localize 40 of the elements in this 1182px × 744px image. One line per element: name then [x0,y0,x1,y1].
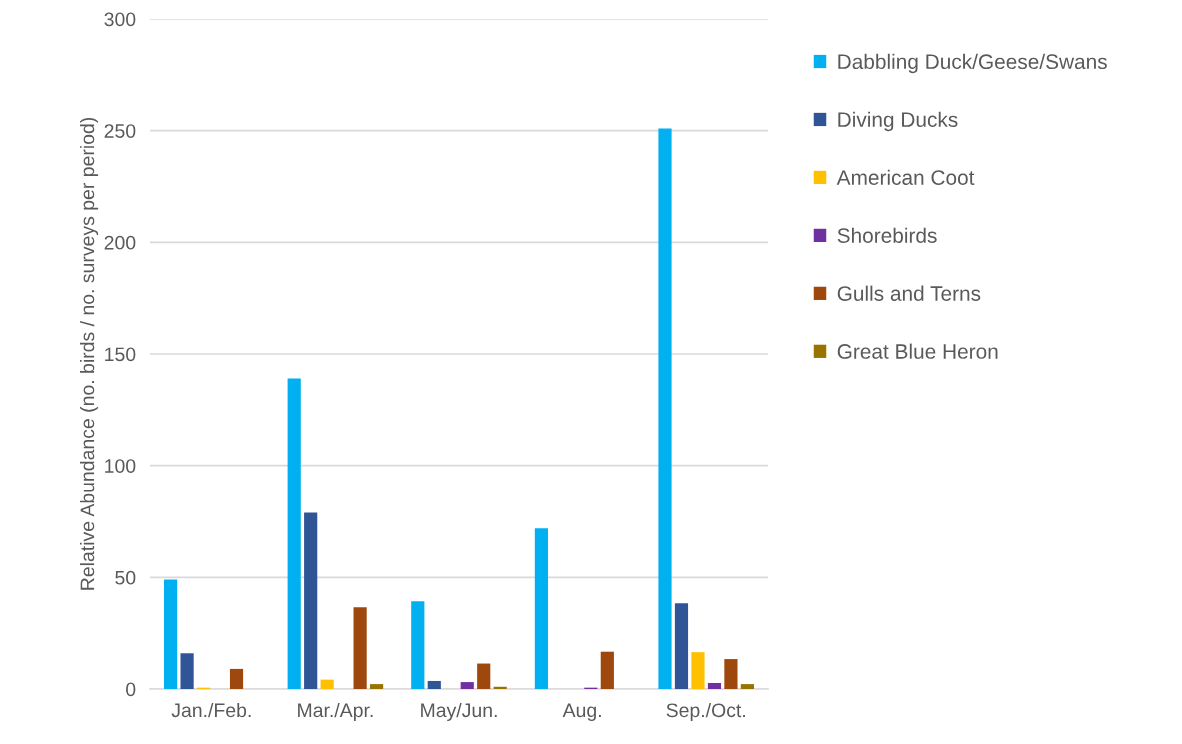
legend-label: Great Blue Heron [837,343,998,359]
y-tick-label: 250 [104,124,136,138]
bar [707,682,722,689]
bar [724,659,738,689]
bar [411,601,425,689]
bar [164,579,178,689]
y-tick-label: 50 [115,570,136,585]
bar [229,668,244,689]
y-tick-label: 100 [105,459,136,473]
y-axis-title: Relative Abundance (no. birds / no. surveys per period) [79,117,99,590]
bar [674,603,689,689]
x-tick-label: Jan./Feb. [171,702,251,718]
x-tick-label: May/Jun. [421,702,497,722]
bar [600,651,614,689]
bar [287,378,301,689]
x-tick-label: Mar./Apr. [298,702,373,722]
bar [370,684,384,689]
bar [658,128,672,689]
bar [427,680,441,689]
bar [460,682,474,689]
y-tick-label: 300 [104,12,136,27]
bar [691,652,705,689]
bar [477,663,491,689]
legend-label: Shorebirds [837,227,937,243]
legend-label: Diving Ducks [838,111,958,132]
bar [180,653,194,689]
x-tick-label: Aug. [562,703,601,722]
y-tick-label: 200 [104,235,136,250]
bar [353,607,367,689]
legend-label: American Coot [836,169,975,185]
bar [534,528,548,689]
bar [740,684,754,689]
y-tick-label: 150 [105,347,136,362]
legend-label: Gulls and Terns [837,285,981,301]
legend-label: Dabbling Duck/Geese/Swans [838,53,1107,74]
x-tick-label: Sep./Oct. [666,702,745,722]
bar [304,512,318,689]
bar [493,686,507,689]
y-tick-label: 0 [126,682,136,697]
bar [320,679,334,689]
